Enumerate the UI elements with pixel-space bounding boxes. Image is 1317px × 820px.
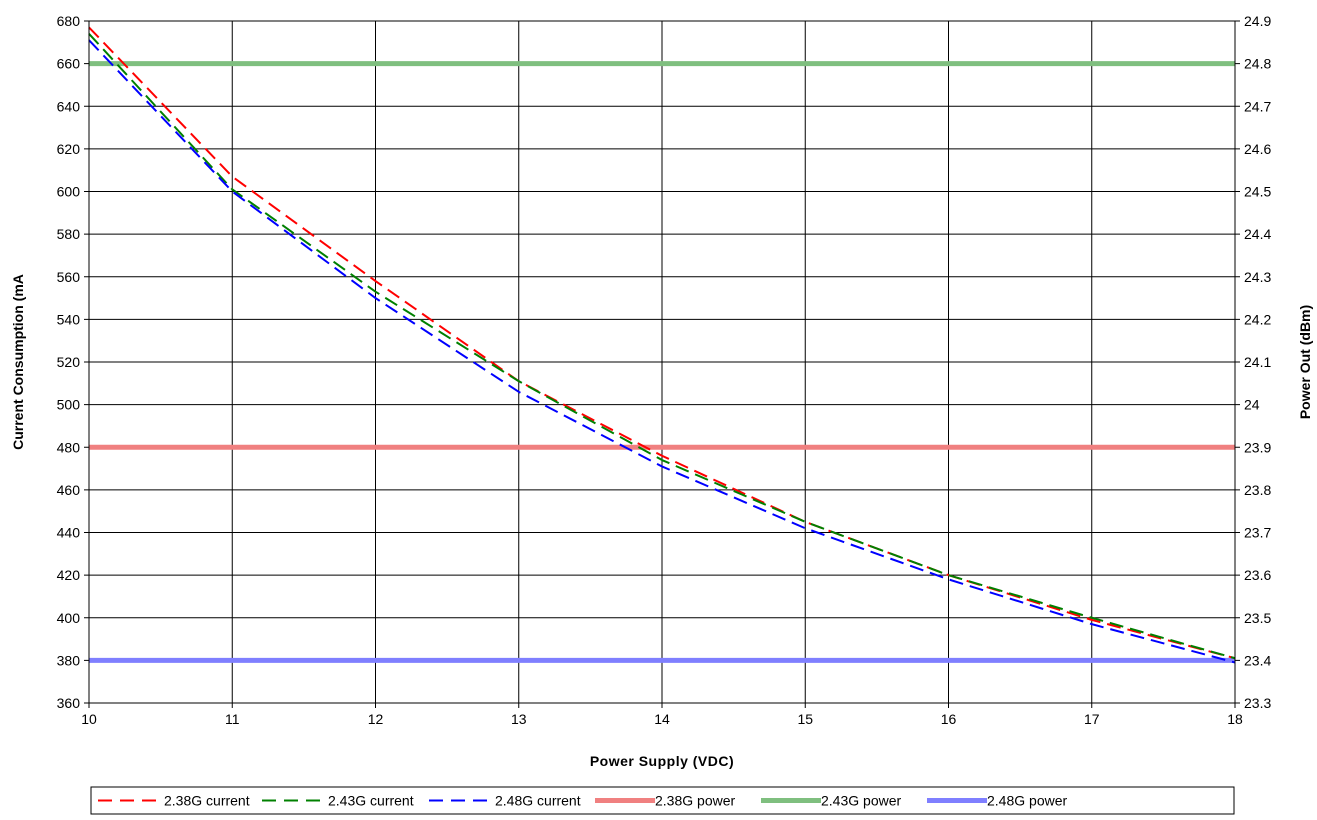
x-tick-label: 12 (368, 711, 384, 727)
y-tick-label: 620 (57, 141, 81, 157)
x-tick-label: 18 (1227, 711, 1243, 727)
x-axis-title: Power Supply (VDC) (590, 753, 734, 769)
y-tick-label: 360 (57, 695, 81, 711)
legend-box (90, 786, 1235, 815)
y2-axis-title: Power Out (dBm) (1297, 305, 1313, 419)
y-tick-label: 460 (57, 482, 81, 498)
y-tick-label: 640 (57, 98, 81, 114)
y2-tick-label: 24.6 (1244, 141, 1271, 157)
x-tick-label: 16 (941, 711, 957, 727)
y-tick-label: 560 (57, 269, 81, 285)
legend: 2.38G current 2.43G current 2.48G current 2… (90, 786, 1235, 815)
y-tick-label: 440 (57, 525, 81, 541)
y-tick-label: 480 (57, 439, 81, 455)
legend-label: 2.48G current (495, 793, 581, 809)
x-tick-label: 15 (797, 711, 813, 727)
series-line-2-43g-current (88, 33, 1236, 660)
y2-tick-label: 24.2 (1244, 311, 1271, 327)
x-tick-label: 13 (511, 711, 527, 727)
y-tick-label: 420 (57, 567, 81, 583)
y2-tick-label: 23.9 (1244, 439, 1271, 455)
y-tick-label: 380 (57, 652, 81, 668)
x-tick-label: 11 (225, 711, 240, 727)
y2-tick-label: 24.4 (1244, 226, 1271, 242)
legend-label: 2.48G power (987, 793, 1067, 809)
y2-tick-label: 23.4 (1244, 652, 1271, 668)
x-tick-label: 17 (1084, 711, 1100, 727)
legend-label: 2.43G power (821, 793, 901, 809)
y2-tick-label: 23.5 (1244, 610, 1271, 626)
series-line-2-38g-current (88, 26, 1236, 660)
y2-tick-label: 23.3 (1244, 695, 1271, 711)
legend-label: 2.43G current (328, 793, 414, 809)
y-tick-label: 660 (57, 56, 81, 72)
y-tick-label: 400 (57, 610, 81, 626)
y-tick-label: 680 (57, 13, 81, 29)
y2-tick-label: 24 (1244, 397, 1260, 413)
y-tick-label: 520 (57, 354, 81, 370)
y2-tick-label: 23.6 (1244, 567, 1271, 583)
y-tick-label: 580 (57, 226, 81, 242)
x-tick-label: 14 (654, 711, 670, 727)
y-tick-label: 600 (57, 184, 81, 200)
y-tick-label: 500 (57, 397, 81, 413)
y-tick-label: 540 (57, 311, 81, 327)
y2-tick-label: 24.5 (1244, 184, 1271, 200)
series-line-2-48g-current (88, 39, 1236, 664)
axes: 10 11 12 13 14 15 16 17 18 360 380 400 420 440 460 480 5… (57, 13, 1272, 727)
y2-tick-label: 24.3 (1244, 269, 1271, 285)
series-group (88, 26, 1236, 664)
y2-tick-label: 24.7 (1244, 98, 1271, 114)
y2-tick-label: 23.7 (1244, 525, 1271, 541)
y2-tick-label: 24.8 (1244, 56, 1271, 72)
x-tick-label: 10 (81, 711, 97, 727)
y2-tick-label: 23.8 (1244, 482, 1271, 498)
legend-label: 2.38G power (655, 793, 735, 809)
y2-tick-label: 24.1 (1244, 354, 1271, 370)
legend-label: 2.38G current (164, 793, 250, 809)
y2-tick-label: 24.9 (1244, 13, 1271, 29)
y-axis-title: Current Consumption (mA (10, 274, 26, 450)
